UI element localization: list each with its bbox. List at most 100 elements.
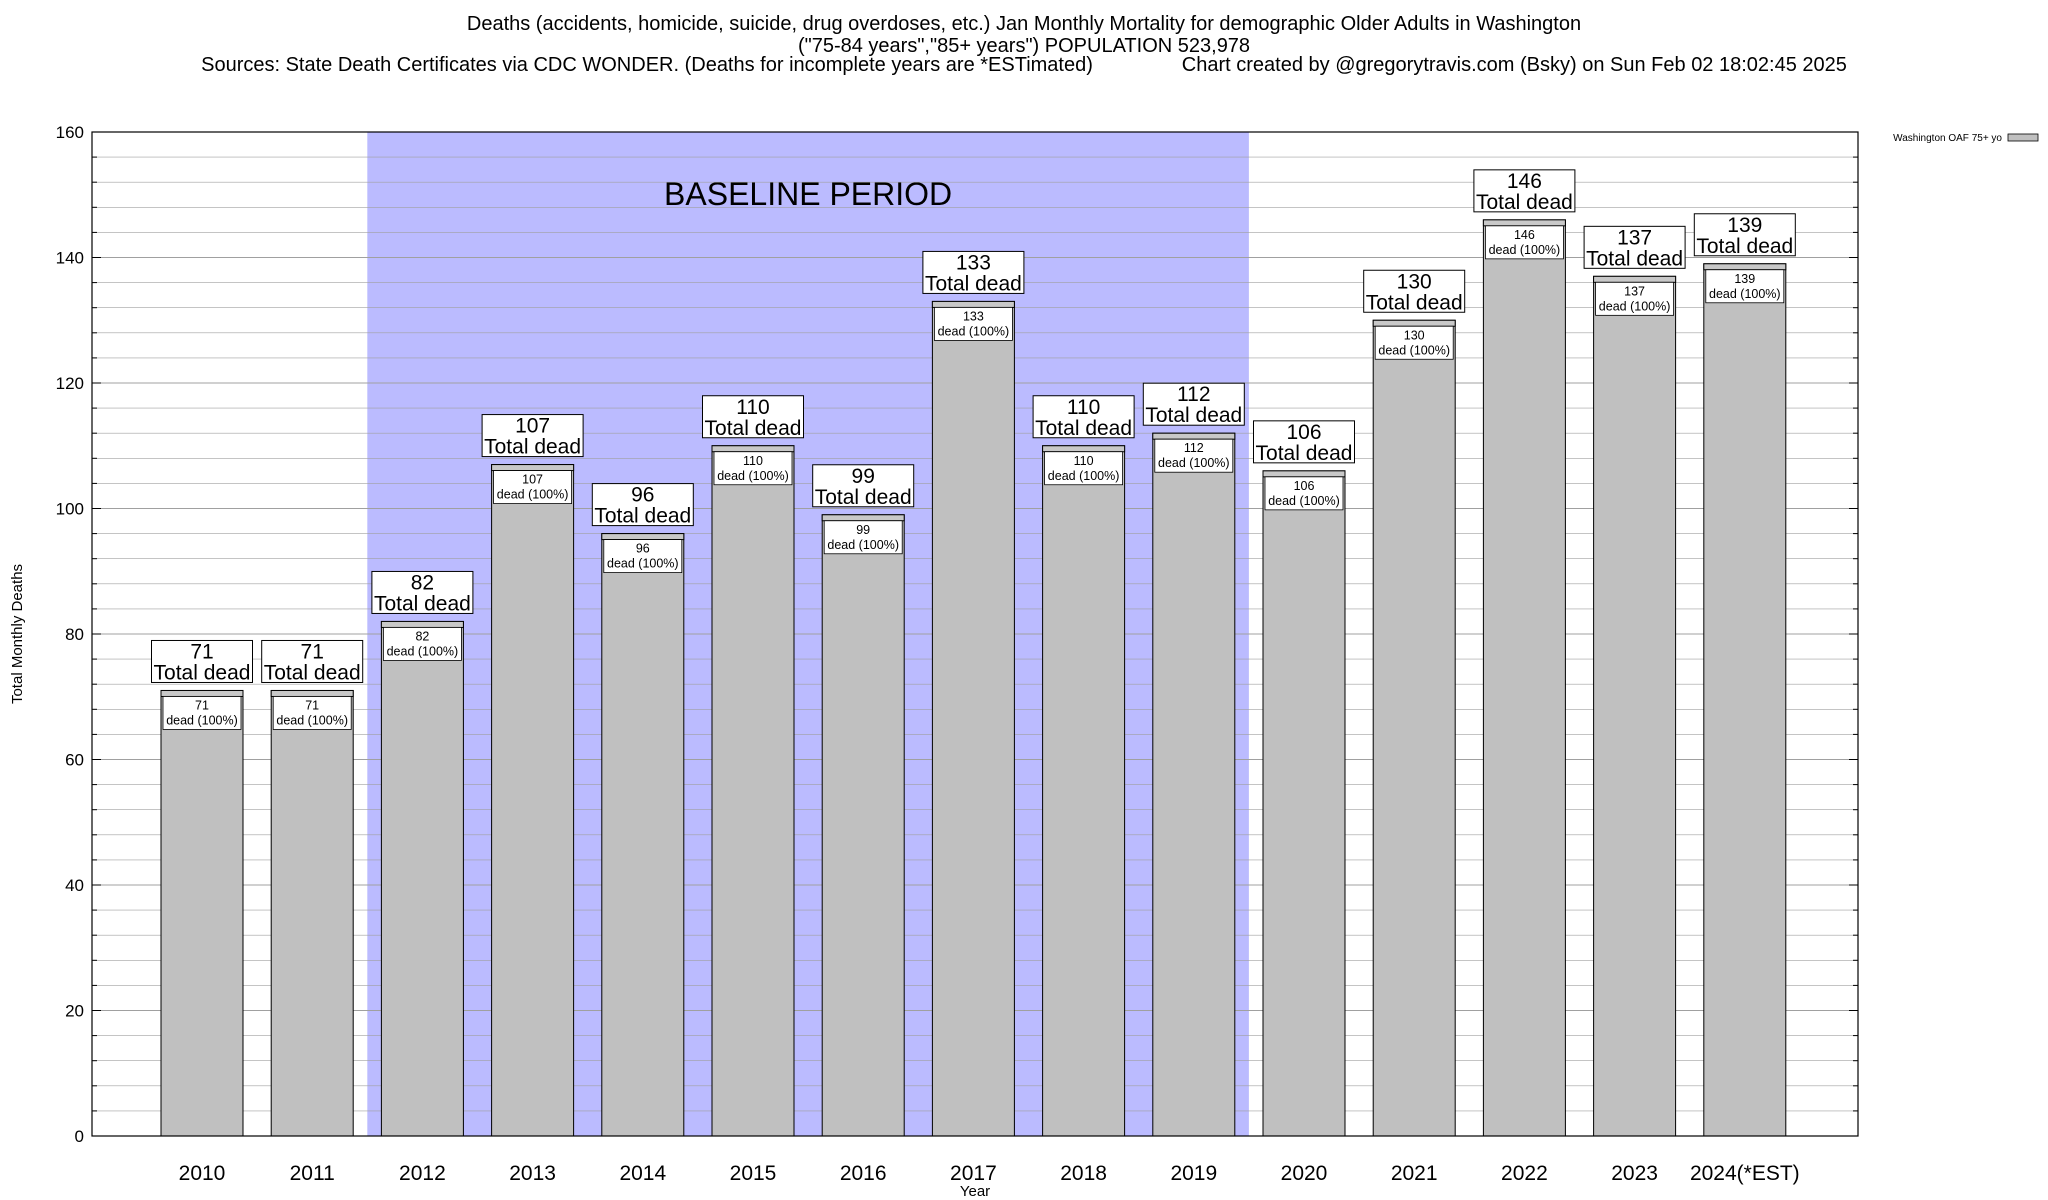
legend-label: Washington OAF 75+ yo [1893,133,2002,144]
bar-cap [711,445,795,453]
bar-inner-label-box [1595,281,1674,316]
bar [821,514,905,1137]
x-tick-label: 2022 [1501,1162,1548,1185]
bar-top-value: 110 [736,396,769,419]
chart-title: Deaths (accidents, homicide, suicide, dr… [466,13,1582,35]
bar-top-text: Total dead [1035,417,1132,440]
bar-top-value: 146 [1507,170,1542,193]
y-tick-label: 20 [65,1002,84,1021]
bar-cap [270,689,354,697]
bar-inner-label-box [1264,476,1344,511]
bar-inner-value: 82 [415,629,429,643]
bar-top-text: Total dead [1145,404,1242,427]
bar-top-label-box [1032,395,1135,439]
bar-top-value: 133 [956,251,991,274]
bar-cap [1042,445,1126,453]
bar-top-text: Total dead [1586,247,1683,270]
bar-inner-label-box [934,307,1013,341]
bar-inner-label-box [1154,438,1234,473]
x-tick-label: 2023 [1611,1162,1658,1185]
bar-inner-text: dead (100%) [1489,243,1561,257]
bar-top-label-box [1253,420,1355,464]
bar-cap [821,514,905,522]
bar-top-label-box [371,570,474,614]
bar-inner-value: 146 [1514,228,1535,242]
y-tick-label: 120 [56,374,84,393]
chart-source-line: Sources: State Death Certificates via CD… [201,54,1847,76]
bar [1593,275,1677,1137]
bar-inner-text: dead (100%) [166,713,238,727]
bar-top-value: 130 [1397,270,1432,293]
bar-top-text: Total dead [154,661,251,684]
bar-inner-text: dead (100%) [938,324,1010,338]
bar-inner-value: 110 [1074,454,1094,468]
bar-top-text: Total dead [1366,291,1463,314]
bar-cap [1152,432,1236,440]
bar-top-label-box [261,639,364,683]
bar [1482,219,1566,1137]
x-tick-label: 2020 [1281,1162,1328,1185]
bar-top-label-box [151,639,253,683]
bar-top-label-box [1142,382,1245,426]
bar-top-text: Total dead [705,417,802,440]
bar-top-value: 139 [1727,214,1762,237]
bar-top-label-box [922,250,1025,294]
bar-inner-label-box [493,470,573,504]
x-tick-label: 2018 [1060,1162,1107,1185]
bar-inner-text: dead (100%) [1599,299,1671,313]
chart-subtitle: ("75-84 years","85+ years") POPULATION 5… [797,35,1251,57]
bar-cap [1482,219,1566,227]
bar-inner-label-box [1044,451,1123,486]
bar-inner-value: 96 [636,542,650,556]
y-tick-label: 0 [75,1127,84,1146]
bar-inner-label-box [162,696,242,730]
bar-top-text: Total dead [264,661,361,684]
bar-inner-value: 110 [743,454,763,468]
bar-inner-text: dead (100%) [827,538,899,552]
bar-inner-text: dead (100%) [1378,343,1450,357]
bar-cap [1372,319,1456,327]
bar-inner-value: 107 [522,473,543,487]
x-tick-label: 2014 [619,1162,666,1185]
y-tick-label: 60 [65,751,84,770]
bar-top-text: Total dead [925,272,1022,295]
bar-inner-value: 99 [856,523,870,537]
bar-top-value: 107 [515,415,550,438]
bar-top-value: 137 [1617,226,1652,249]
bar-top-text: Total dead [1476,191,1573,214]
bar-inner-text: dead (100%) [1709,287,1781,301]
bar-inner-value: 112 [1184,441,1204,455]
bar-inner-text: dead (100%) [387,644,459,658]
x-tick-label: 2016 [840,1162,887,1185]
x-tick-label: 2024(*EST) [1690,1162,1800,1185]
y-tick-label: 160 [56,123,84,142]
bar-inner-label-box [1705,269,1785,304]
bar-inner-label-box [1374,325,1454,360]
bar-top-label-box [1583,225,1686,269]
bar-inner-text: dead (100%) [717,469,789,483]
bar-cap [601,533,685,541]
bar [931,300,1015,1137]
y-tick-label: 40 [65,876,84,895]
bar-top-value: 96 [631,484,654,507]
bar-top-value: 106 [1286,421,1321,444]
bar-top-value: 71 [301,640,324,663]
x-tick-label: 2012 [399,1162,446,1185]
bar-top-text: Total dead [1256,442,1353,465]
bar-inner-value: 137 [1624,284,1645,298]
bar-top-label-box [702,395,804,439]
x-axis-title: Year [960,1183,990,1200]
bar-top-value: 110 [1067,396,1100,419]
y-tick-label: 100 [56,500,84,519]
bar-top-value: 99 [852,465,875,488]
bar-cap [160,689,244,697]
bar-inner-label-box [1485,225,1564,260]
bar [711,445,795,1137]
bar-top-label-box [812,464,915,508]
bar-inner-label-box [272,696,352,730]
bar-inner-text: dead (100%) [276,713,348,727]
x-tick-label: 2015 [730,1162,777,1185]
bar-inner-value: 106 [1294,479,1315,493]
bar-top-label-box [591,483,694,527]
bar [1372,319,1456,1137]
